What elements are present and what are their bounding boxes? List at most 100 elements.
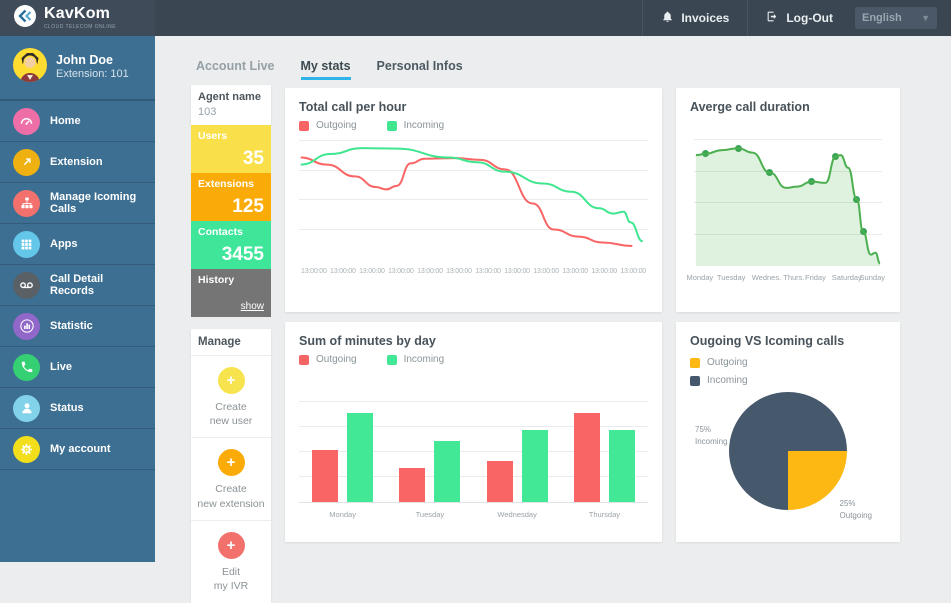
legend-swatch [299,120,309,131]
chart-title: Sum of minutes by day [299,334,436,348]
legend-swatch [386,120,397,131]
bar-incoming[interactable] [347,412,374,502]
chart-title: Ougoing VS Icoming calls [690,334,845,348]
gridline [299,476,648,477]
stat-value: 35 [242,148,264,169]
agent-card: Agent name 103 [191,85,271,125]
x-tick-label: 13:00:00 [417,268,443,275]
action-label: Create new extension [197,483,265,510]
chart-circle-icon [13,312,40,340]
bar-incoming[interactable] [521,430,548,502]
language-select[interactable]: English ▼ [855,7,937,29]
show-link[interactable]: show [240,301,264,312]
bar-outgoing[interactable] [399,467,426,502]
x-tick-label: Saturday [831,273,862,282]
tab-personal-infos[interactable]: Personal Infos [376,59,463,73]
create-new-user-button[interactable]: + Create new user [191,356,271,439]
x-tick-label: Friday [805,273,826,282]
gridline [299,199,648,200]
bar-outgoing[interactable] [486,461,513,502]
sidebar-item-label: Statistic [50,319,93,332]
legend-item-outgoing: Outgoing [299,354,357,365]
x-tick-label: Tuesday [415,510,445,519]
card-sum-of-minutes: Sum of minutes by day Outgoing Incoming M… [285,322,662,542]
sidebar-item-label: My account [50,442,111,455]
invoices-button[interactable]: Invoices [642,0,747,36]
sidebar-item-label: Status [50,401,84,414]
arrow-expand-icon [13,148,40,176]
main-content: Account Live My stats Personal Infos Age… [155,36,951,603]
legend-label: Incoming [403,354,445,365]
bar-outgoing[interactable] [573,412,600,502]
action-label: Edit my IVR [213,565,249,592]
sidebar-item-apps[interactable]: Apps [0,224,155,265]
sidebar-item-statistic[interactable]: Statistic [0,306,155,347]
bar-group-tuesday [386,377,473,502]
pie-label-left: 75% Incoming [695,425,728,446]
user-profile[interactable]: John Doe Extension: 101 [0,36,155,101]
x-tick-label: 13:00:00 [620,268,646,275]
legend-item-incoming: Incoming [386,120,444,131]
sitemap-icon [13,189,40,217]
x-tick-label: Wednesday [497,510,537,519]
bar-incoming[interactable] [608,430,635,502]
stat-value: 125 [232,196,264,217]
sidebar-item-call-detail-records[interactable]: Call Detail Records [0,265,155,306]
sidebar-item-label: Call Detail Records [50,272,104,297]
x-tick-label: Thurs. [783,273,805,282]
x-tick-label: 13:00:00 [301,268,327,275]
sidebar-item-manage-icoming-calls[interactable]: Manage Icoming Calls [0,183,155,224]
gridline [299,228,648,230]
tab-my-stats[interactable]: My stats [300,59,351,80]
stat-block-users[interactable]: Users 35 [191,125,271,173]
logout-button[interactable]: Log-Out [747,0,851,36]
legend-label: Outgoing [707,357,748,368]
stat-blocks: Users 35 Extensions 125 Contacts 3455 History s… [191,125,271,317]
chart-legend: Outgoing Incoming [690,357,886,386]
manage-card: Manage + Create new user + Create new extensi… [191,329,271,603]
user-name: John Doe [56,53,113,68]
bar-groups [299,377,648,502]
x-axis-labels: 13:00:00 13:00:00 13:00:00 13:00:00 13:00:00… [299,268,648,275]
edit-my-ivr-button[interactable]: + Edit my IVR [191,521,271,602]
x-tick-label: Monday [329,510,356,519]
stat-block-history[interactable]: History show [191,269,271,317]
bar-outgoing[interactable] [312,450,339,502]
sidebar-item-label: Apps [50,237,78,250]
card-outgoing-vs-incoming: Ougoing VS Icoming calls Outgoing Incomin… [676,322,900,542]
card-average-call-duration: Averge call duration Monday Tuesday Wednes… [676,88,900,312]
app-logo[interactable]: KavKom CLOUD TELECOM ONLINE [0,0,155,36]
gridline [299,169,648,171]
agent-name-label: Agent name [198,91,261,103]
sidebar-item-extension[interactable]: Extension [0,142,155,183]
pie-chart [729,392,847,510]
sidebar-menu: Home Extension Manage Icoming Calls Apps Cal… [0,101,155,470]
sidebar-item-status[interactable]: Status [0,388,155,429]
bar-incoming[interactable] [434,441,461,502]
sidebar-item-home[interactable]: Home [0,101,155,142]
chart-legend: Outgoing Incoming [299,120,648,131]
stat-block-extensions[interactable]: Extensions 125 [191,173,271,221]
chart-title: Total call per hour [299,100,407,114]
stat-block-contacts[interactable]: Contacts 3455 [191,221,271,269]
card-total-call-per-hour: Total call per hour Outgoing Incoming 13:… [285,88,662,312]
x-tick-label: Sunday [859,273,885,282]
create-new-extension-button[interactable]: + Create new extension [191,438,271,521]
bar-group-wednesday [474,377,561,502]
legend-swatch [690,357,700,368]
plus-icon: + [217,531,245,559]
sidebar-item-my-account[interactable]: My account [0,429,155,470]
tab-account-live[interactable]: Account Live [196,59,275,73]
x-tick-label: Thursday [588,510,620,519]
voicemail-icon [13,271,40,299]
legend-swatch [299,354,309,365]
pie-label-bottom-right: 25% Outgoing [839,499,872,520]
stat-label: Users [198,130,228,142]
user-extension: Extension: 101 [56,68,129,81]
x-tick-label: 13:00:00 [359,268,385,275]
x-tick-label: 13:00:00 [504,268,530,275]
grid-icon [13,230,40,258]
action-label: Create new user [209,401,253,428]
sidebar-item-live[interactable]: Live [0,347,155,388]
person-icon [13,394,40,422]
